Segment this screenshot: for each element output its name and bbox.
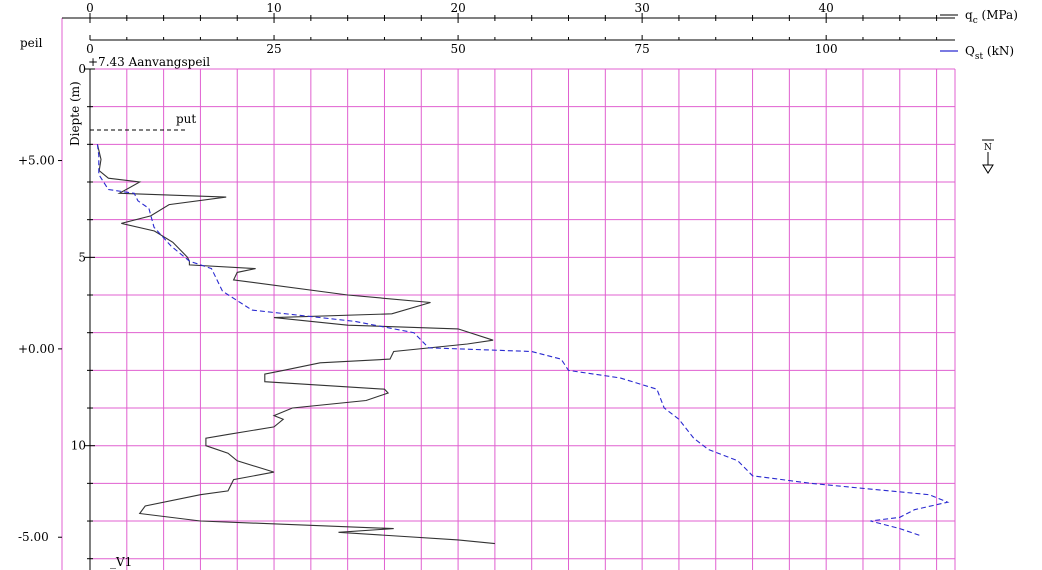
qst-line <box>97 144 947 536</box>
peil-tick-label: -5.00 <box>18 530 49 544</box>
plot-frame <box>62 18 955 570</box>
qc-tick-label: 20 <box>450 1 465 15</box>
depth-axis-label: Diepte (m) <box>68 81 82 146</box>
legend-label: qc (MPa) <box>965 8 1018 26</box>
put-label: put <box>176 112 196 126</box>
start-level-label: +7.43 Aanvangspeil <box>88 55 210 69</box>
qc-tick-label: 0 <box>86 1 94 15</box>
depth-tick-label: 10 <box>71 439 86 453</box>
put-marker: put <box>90 112 196 130</box>
qc-axis: 0 10 20 30 40 <box>62 1 955 23</box>
vane-label: _V1 <box>110 555 132 569</box>
legend-label: Qst (kN) <box>965 44 1014 62</box>
depth-tick-label: 0 <box>78 62 86 76</box>
qst-tick-label: 50 <box>450 42 465 56</box>
qc-tick-label: 10 <box>266 1 281 15</box>
qst-tick-label: 0 <box>86 42 94 56</box>
depth-tick-label: 5 <box>78 250 86 264</box>
water-symbol-label: N <box>984 143 992 153</box>
qc-tick-label: 40 <box>819 1 834 15</box>
qst-tick-label: 100 <box>815 42 838 56</box>
chart-grid <box>90 69 955 570</box>
peil-axis: +5.00 +0.00 -5.00 <box>18 154 62 545</box>
legend: qc (MPa) Qst (kN) <box>940 8 1018 62</box>
peil-tick-label: +0.00 <box>18 342 55 356</box>
groundwater-symbol: N <box>982 140 994 173</box>
qc-tick-label: 30 <box>634 1 649 15</box>
peil-tick-label: +5.00 <box>18 154 55 168</box>
qst-axis: 0 25 50 75 100 <box>86 35 955 56</box>
peil-axis-label: peil <box>20 36 43 50</box>
qst-tick-label: 25 <box>266 42 281 56</box>
qst-tick-label: 75 <box>634 42 649 56</box>
